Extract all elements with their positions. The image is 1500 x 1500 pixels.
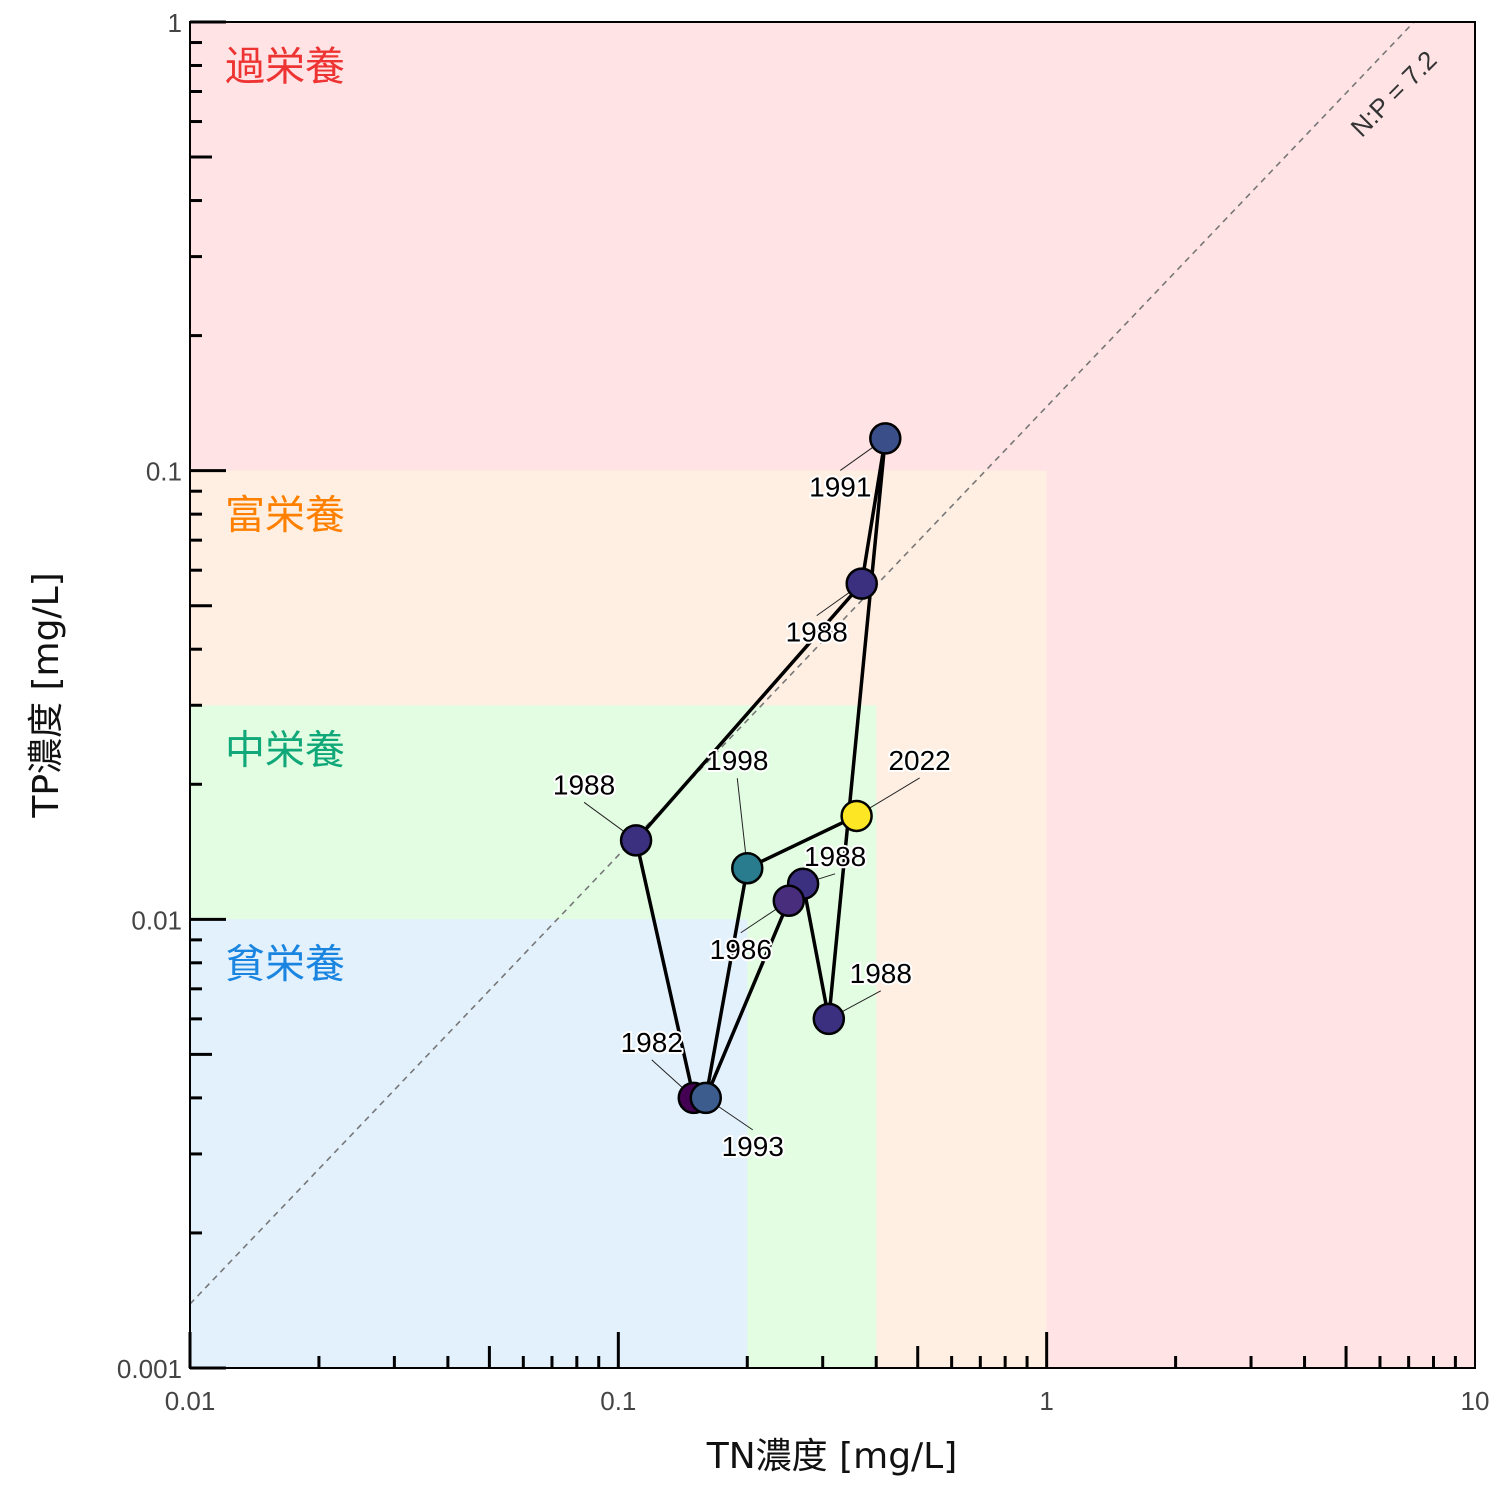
zone-label-3: 貧栄養 — [225, 941, 345, 987]
x-axis-title: TN濃度 [mg/L] — [706, 1436, 958, 1477]
ratio-line — [190, 22, 1415, 1305]
year-label-8: 1998 — [706, 745, 768, 776]
zone-3 — [190, 919, 748, 1368]
year-label-3: 1988 — [786, 617, 848, 648]
y-tick-label-0: 0.001 — [117, 1354, 182, 1384]
point-1991-6 — [869, 422, 902, 455]
year-label-5: 1988 — [850, 958, 912, 989]
y-tick-label-2: 0.1 — [146, 457, 182, 487]
point-2022-9 — [840, 799, 873, 833]
x-tick-label-2: 1 — [1039, 1386, 1053, 1416]
year-label-4: 1988 — [804, 841, 866, 872]
y-axis-title: TP濃度 [mg/L] — [26, 572, 67, 818]
data-points — [619, 422, 902, 1115]
zone-label-0: 過栄養 — [225, 44, 345, 90]
zone-label-2: 中栄養 — [225, 727, 345, 773]
point-1998-8 — [731, 851, 764, 885]
y-tick-label-1: 0.01 — [131, 905, 182, 935]
point-1988-3 — [845, 567, 878, 600]
x-tick-label-0: 0.01 — [165, 1386, 216, 1416]
trajectory-line — [634, 436, 888, 1100]
point-1988-2 — [619, 824, 653, 857]
year-label-9: 2022 — [888, 745, 950, 776]
zone-label-1: 富栄養 — [225, 493, 345, 539]
point-1988-5 — [812, 1002, 846, 1036]
year-labels: 1982 1986 1988 1988 1988 1988 1991 1993 1998 2022 — [551, 469, 953, 1163]
year-label-7: 1993 — [722, 1131, 784, 1162]
year-label-1: 1986 — [710, 934, 772, 965]
point-1993-7 — [689, 1081, 723, 1115]
year-label-6: 1991 — [809, 471, 871, 502]
x-tick-label-1: 0.1 — [600, 1386, 636, 1416]
plot-frame — [189, 21, 1476, 1369]
np-ratio-line — [190, 22, 1415, 1305]
x-tick-label-3: 10 — [1461, 1386, 1490, 1416]
trophic-zones — [190, 22, 1475, 1369]
year-label-0: 1982 — [621, 1027, 683, 1058]
year-label-2: 1988 — [553, 769, 615, 800]
trajectory-path — [634, 436, 888, 1100]
point-1986-1 — [772, 884, 806, 918]
y-tick-label-3: 1 — [168, 8, 182, 38]
